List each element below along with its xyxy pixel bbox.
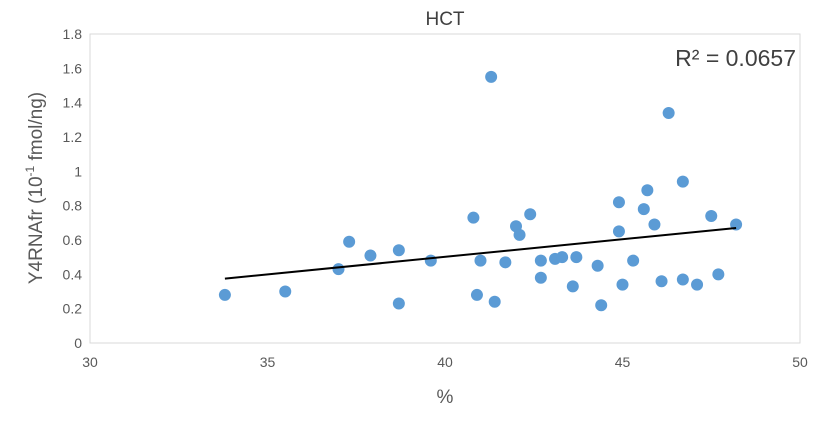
data-point — [612, 225, 625, 238]
data-point — [627, 254, 640, 267]
data-point — [488, 295, 501, 308]
data-point — [637, 203, 650, 216]
data-point — [392, 297, 405, 310]
x-tick-label: 45 — [615, 354, 631, 370]
data-point — [513, 228, 526, 241]
y-tick-label: 0.4 — [63, 266, 83, 282]
y-tick-label: 1.6 — [63, 60, 83, 76]
x-axis-title: % — [437, 387, 454, 408]
y-tick-label: 0.8 — [63, 198, 83, 214]
y-axis-title: Y4RNAfr (10-1 fmol/ng) — [23, 92, 47, 284]
plot-area — [89, 33, 801, 344]
data-point — [648, 218, 661, 231]
data-point — [676, 175, 689, 188]
y-axis-ticks: 0 0.2 0.4 0.6 0.8 1 1.2 1.4 1.6 1.8 — [63, 26, 83, 351]
y-tick-label: 1.8 — [63, 26, 83, 42]
data-point — [474, 254, 487, 267]
data-points — [218, 70, 743, 312]
r-squared-annotation: R² = 0.0657 — [675, 45, 796, 71]
trendline — [224, 226, 737, 280]
data-point — [655, 275, 668, 288]
data-point — [364, 249, 377, 262]
data-point — [499, 256, 512, 269]
data-point — [524, 208, 537, 221]
data-point — [662, 106, 675, 119]
chart-title: HCT — [425, 9, 464, 30]
y-tick-label: 1 — [74, 163, 82, 179]
data-point — [595, 299, 608, 312]
y-axis-title-superscript: -1 — [23, 165, 37, 176]
data-point — [424, 254, 437, 267]
data-point — [566, 280, 579, 293]
data-point — [691, 278, 704, 291]
data-point — [641, 184, 654, 197]
x-tick-label: 40 — [437, 354, 453, 370]
y-tick-label: 1.4 — [63, 95, 83, 111]
data-point — [712, 268, 725, 281]
x-tick-label: 35 — [260, 354, 276, 370]
data-point — [218, 288, 231, 301]
data-point — [612, 196, 625, 209]
data-point — [705, 209, 718, 222]
data-point — [570, 251, 583, 264]
data-point — [534, 271, 547, 284]
data-point — [616, 278, 629, 291]
y-axis-title-main: Y4RNAfr (10 — [26, 176, 47, 284]
x-tick-label: 30 — [82, 354, 98, 370]
data-point — [556, 251, 569, 264]
y-tick-label: 0.2 — [63, 301, 83, 317]
data-point — [591, 259, 604, 272]
y-tick-label: 0.6 — [63, 232, 83, 248]
y-tick-label: 0 — [74, 335, 82, 351]
data-point — [485, 70, 498, 83]
y-tick-label: 1.2 — [63, 129, 83, 145]
data-point — [279, 285, 292, 298]
data-point — [392, 244, 405, 257]
data-point — [470, 288, 483, 301]
x-tick-label: 50 — [792, 354, 808, 370]
data-point — [343, 235, 356, 248]
data-point — [467, 211, 480, 224]
data-point — [676, 273, 689, 286]
y-axis-title-tail: fmol/ng) — [26, 92, 47, 166]
x-axis-ticks: 30 35 40 45 50 — [82, 354, 808, 370]
data-point — [534, 254, 547, 267]
data-point — [332, 263, 345, 276]
